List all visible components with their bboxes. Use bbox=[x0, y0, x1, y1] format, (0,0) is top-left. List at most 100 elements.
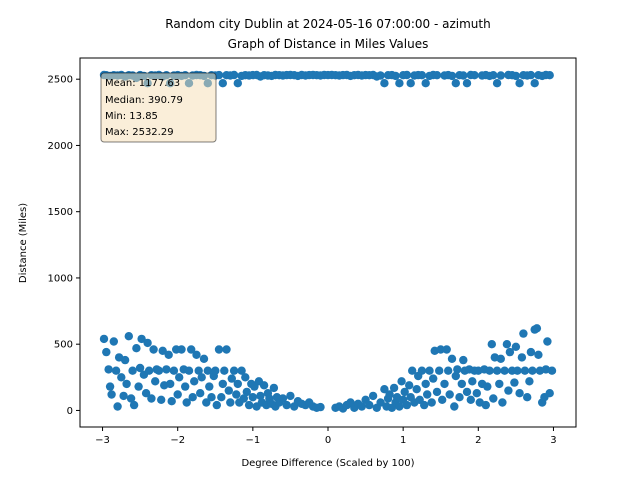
data-point-120 bbox=[105, 382, 115, 391]
data-point-270 bbox=[445, 390, 454, 399]
data-point-164 bbox=[188, 393, 197, 402]
data-point-311 bbox=[523, 393, 532, 402]
data-point-295 bbox=[492, 366, 502, 375]
data-point-162 bbox=[184, 366, 194, 375]
data-point-256 bbox=[420, 400, 429, 410]
data-point-129 bbox=[122, 379, 131, 389]
y-axis-label: Distance (Miles) bbox=[18, 203, 29, 283]
data-point-96 bbox=[462, 79, 472, 88]
data-point-255 bbox=[417, 366, 427, 375]
data-point-131 bbox=[126, 394, 136, 403]
data-point-234 bbox=[376, 398, 385, 407]
data-point-289 bbox=[481, 400, 490, 410]
data-point-221 bbox=[316, 402, 325, 412]
data-point-140 bbox=[143, 338, 152, 348]
data-point-119 bbox=[104, 365, 113, 374]
data-point-36 bbox=[233, 79, 242, 88]
data-point-194 bbox=[244, 400, 254, 410]
data-point-116 bbox=[545, 71, 554, 80]
data-point-211 bbox=[278, 394, 288, 403]
data-point-244 bbox=[397, 377, 406, 386]
data-point-133 bbox=[129, 400, 139, 410]
data-point-264 bbox=[435, 366, 444, 375]
data-point-141 bbox=[144, 366, 154, 375]
data-point-259 bbox=[425, 366, 434, 375]
stats-min: Min: 13.85 bbox=[105, 111, 158, 122]
y-tick-label-4: 2000 bbox=[48, 141, 73, 152]
data-point-265 bbox=[436, 345, 445, 354]
data-point-134 bbox=[132, 344, 141, 353]
y-tick-label-2: 1000 bbox=[48, 273, 73, 284]
data-point-169 bbox=[197, 373, 206, 382]
data-point-196 bbox=[248, 393, 257, 402]
data-point-257 bbox=[421, 379, 430, 389]
data-point-322 bbox=[543, 337, 552, 346]
data-point-102 bbox=[489, 71, 498, 80]
data-point-240 bbox=[389, 383, 399, 393]
data-point-305 bbox=[511, 342, 521, 351]
data-point-207 bbox=[269, 383, 279, 393]
data-point-156 bbox=[173, 390, 182, 399]
data-point-95 bbox=[459, 71, 468, 80]
data-point-98 bbox=[470, 71, 479, 80]
data-point-157 bbox=[175, 373, 184, 382]
data-point-260 bbox=[427, 398, 436, 407]
data-point-281 bbox=[466, 395, 475, 404]
data-point-183 bbox=[224, 386, 233, 395]
data-point-247 bbox=[402, 400, 412, 410]
data-point-193 bbox=[242, 387, 251, 397]
data-point-173 bbox=[205, 382, 214, 391]
stats-max: Max: 2532.29 bbox=[105, 127, 174, 138]
data-point-170 bbox=[199, 354, 209, 363]
y-tick-label-0: 0 bbox=[67, 406, 73, 417]
data-point-82 bbox=[406, 79, 415, 88]
data-point-282 bbox=[468, 377, 477, 386]
data-point-307 bbox=[515, 389, 524, 398]
data-point-128 bbox=[120, 355, 130, 365]
data-point-298 bbox=[498, 398, 507, 407]
y-tick-label-3: 1500 bbox=[48, 207, 73, 218]
data-point-137 bbox=[137, 334, 146, 344]
data-point-147 bbox=[157, 395, 166, 404]
data-point-302 bbox=[505, 347, 515, 357]
data-point-158 bbox=[177, 345, 186, 354]
data-point-279 bbox=[462, 387, 472, 397]
data-point-185 bbox=[227, 374, 236, 383]
data-point-111 bbox=[526, 70, 536, 80]
data-point-117 bbox=[99, 334, 109, 344]
data-point-81 bbox=[402, 70, 412, 80]
x-axis-label: Degree Difference (Scaled by 100) bbox=[241, 458, 414, 469]
ticks-layer: −3 −2 −1 0 1 2 3 0 500 1000 1500 2000 2500 bbox=[48, 75, 557, 446]
data-point-126 bbox=[117, 373, 126, 382]
data-point-277 bbox=[459, 355, 468, 365]
data-point-86 bbox=[421, 79, 430, 88]
data-point-272 bbox=[450, 402, 459, 411]
data-point-309 bbox=[519, 329, 528, 338]
data-point-104 bbox=[496, 71, 505, 80]
data-point-92 bbox=[447, 71, 457, 81]
data-point-31 bbox=[214, 70, 224, 80]
data-point-276 bbox=[457, 379, 466, 389]
data-point-167 bbox=[194, 366, 203, 375]
x-tick-label-6: 3 bbox=[550, 435, 556, 446]
data-point-180 bbox=[218, 379, 227, 389]
data-point-252 bbox=[412, 385, 421, 394]
data-point-32 bbox=[218, 79, 227, 88]
stats-box: Mean: 1177.63 Median: 390.79 Min: 13.85 … bbox=[100, 72, 217, 143]
data-point-238 bbox=[385, 390, 394, 399]
x-tick-label-0: −3 bbox=[95, 435, 110, 446]
data-point-304 bbox=[510, 378, 519, 387]
data-point-93 bbox=[451, 79, 460, 88]
data-point-250 bbox=[408, 366, 417, 375]
data-point-112 bbox=[530, 79, 539, 88]
y-tick-label-1: 500 bbox=[54, 340, 73, 351]
data-point-163 bbox=[187, 345, 196, 354]
x-tick-label-2: −1 bbox=[245, 435, 260, 446]
data-point-160 bbox=[181, 382, 190, 391]
data-point-232 bbox=[368, 391, 378, 401]
data-point-132 bbox=[128, 366, 137, 375]
data-point-150 bbox=[162, 365, 171, 374]
data-point-267 bbox=[440, 379, 449, 389]
data-point-268 bbox=[442, 345, 451, 354]
data-point-314 bbox=[528, 366, 537, 375]
